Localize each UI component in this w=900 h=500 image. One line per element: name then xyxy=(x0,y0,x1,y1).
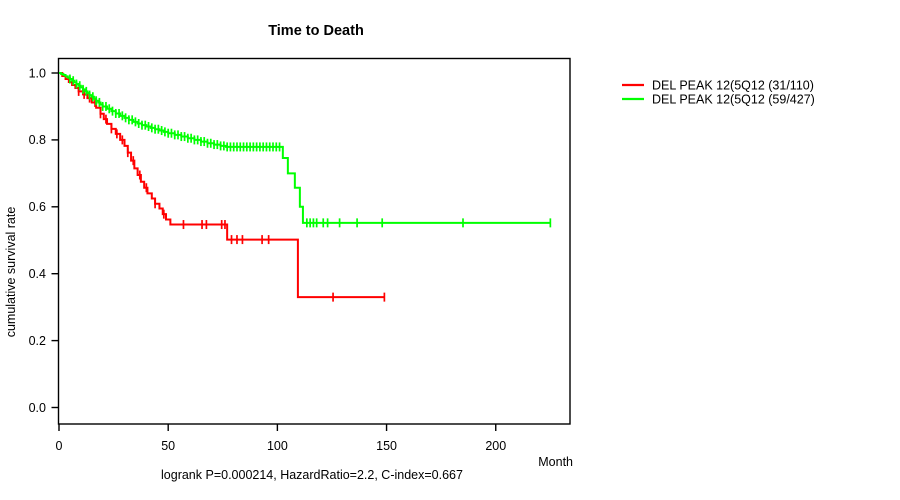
survival-curves xyxy=(59,72,552,302)
y-tick-label: 0.2 xyxy=(29,334,46,348)
x-tick-label: 0 xyxy=(56,439,63,453)
km-curve-green xyxy=(59,72,552,228)
chart-title: Time to Death xyxy=(268,23,364,39)
legend: DEL PEAK 12(5Q12 (31/110) DEL PEAK 12(5Q… xyxy=(622,79,815,107)
legend-label-red: DEL PEAK 12(5Q12 (31/110) xyxy=(652,79,814,93)
legend-item-red: DEL PEAK 12(5Q12 (31/110) xyxy=(622,79,814,93)
x-axis-title: Month xyxy=(538,455,573,469)
x-tick-label: 100 xyxy=(267,439,288,453)
y-axis-title: cumulative survival rate xyxy=(4,207,18,338)
legend-item-green: DEL PEAK 12(5Q12 (59/427) xyxy=(622,93,815,107)
plot-border xyxy=(57,57,571,425)
y-tick-label: 0.4 xyxy=(29,267,46,281)
x-tick-label: 200 xyxy=(485,439,506,453)
stats-footer: logrank P=0.000214, HazardRatio=2.2, C-i… xyxy=(161,468,463,482)
axis-ticks: 0.0 0.2 0.4 0.6 0.8 1.0 0 50 100 150 200 xyxy=(29,66,507,453)
y-tick-label: 0.0 xyxy=(29,401,46,415)
y-tick-label: 0.6 xyxy=(29,200,46,214)
km-curve-red xyxy=(59,72,386,302)
x-tick-label: 150 xyxy=(376,439,397,453)
x-tick-label: 50 xyxy=(161,439,175,453)
km-step-line xyxy=(59,72,551,224)
y-tick-label: 0.8 xyxy=(29,133,46,147)
y-tick-label: 1.0 xyxy=(29,66,46,80)
legend-label-green: DEL PEAK 12(5Q12 (59/427) xyxy=(652,93,815,107)
